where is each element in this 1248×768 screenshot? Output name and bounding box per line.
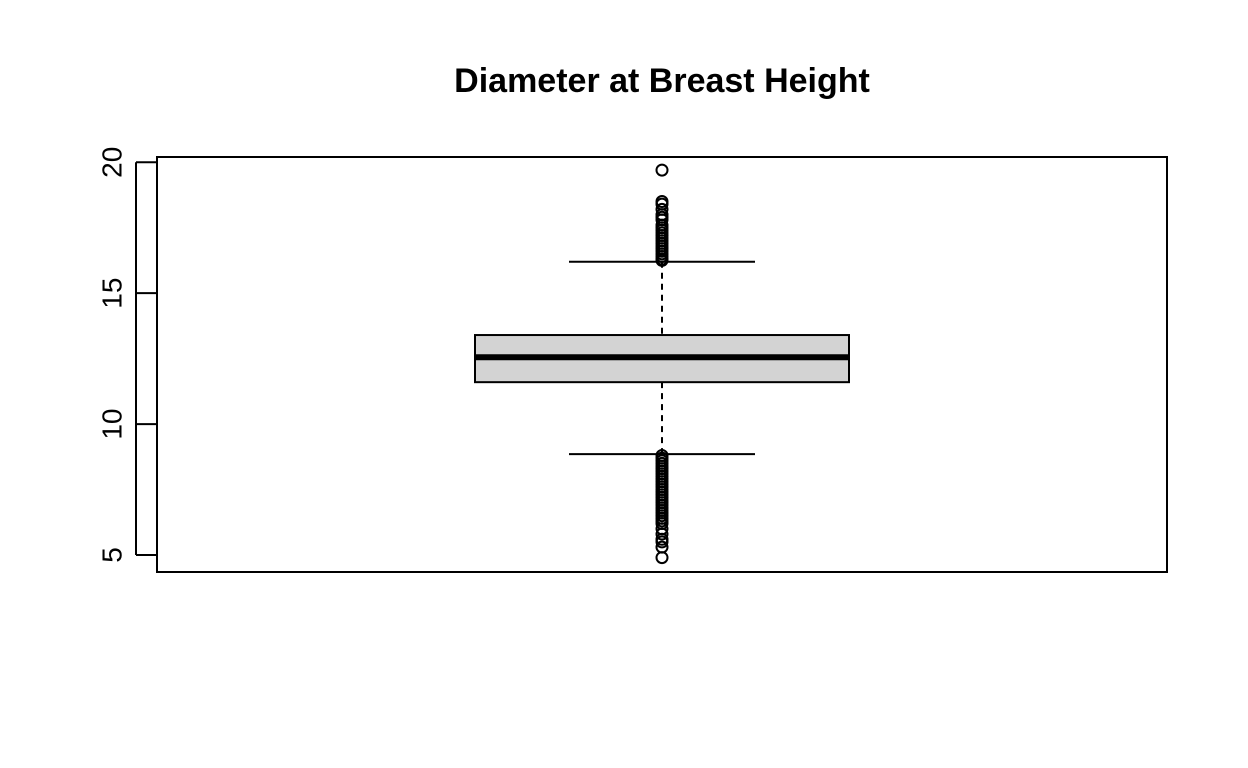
plot-frame — [156, 156, 1168, 573]
y-axis: 5 10 15 20 — [97, 147, 157, 563]
y-tick-label-5: 5 — [97, 547, 128, 563]
chart-title: Diameter at Breast Height — [454, 62, 870, 100]
y-tick-label-10: 10 — [97, 408, 128, 439]
outlier-point-20 — [655, 195, 669, 209]
outlier-point-52 — [655, 535, 669, 549]
outlier-point-50 — [655, 527, 669, 541]
outlier-point-18 — [655, 202, 669, 216]
outlier-point-21 — [655, 163, 669, 177]
y-tick-label-15: 15 — [97, 278, 128, 309]
outlier-points — [655, 163, 669, 565]
outlier-point-54 — [655, 551, 669, 565]
y-tick-label-20: 20 — [97, 147, 128, 178]
box-plot — [474, 260, 850, 456]
